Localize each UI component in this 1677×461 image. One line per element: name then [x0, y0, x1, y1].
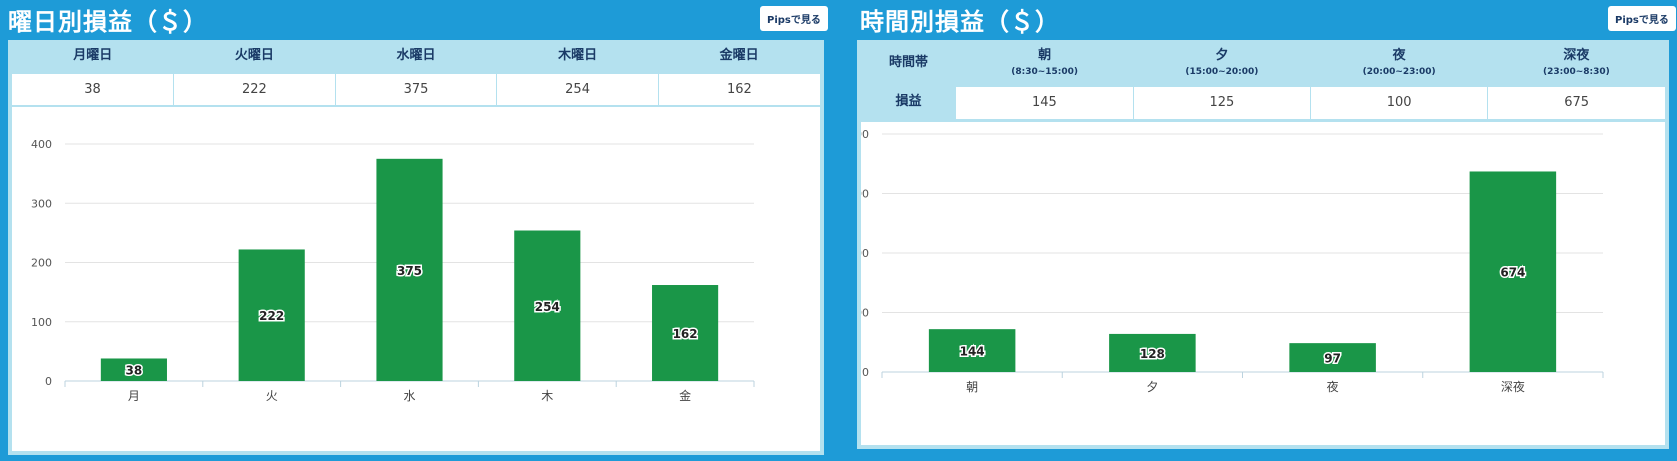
header-night: 夜 (20:00~23:00)	[1310, 40, 1488, 86]
header-night-range: (20:00~23:00)	[1362, 66, 1436, 77]
tod-y-tick-label: 600	[861, 188, 869, 201]
tod-data-label: 144	[960, 345, 985, 359]
tod-y-tick-label: 0	[862, 366, 869, 379]
value-latenight: 675	[1487, 85, 1665, 119]
day-of-week-panel: 曜日別損益（＄） Pipsで見る 月曜日 火曜日 水曜日 木曜日 金曜日 38 …	[0, 0, 830, 461]
header-tue: 火曜日	[173, 40, 336, 73]
day-of-week-chart: 0 100 200 300 400 38 月 222 火 375 水 254 木 162 金	[31, 138, 755, 403]
dow-category-label: 水	[403, 389, 415, 403]
header-evening-name: 夕	[1215, 47, 1229, 63]
value-tue: 222	[173, 72, 336, 105]
value-fri: 162	[657, 72, 820, 105]
dow-data-label: 375	[397, 264, 422, 278]
tod-y-tick-label: 200	[861, 307, 869, 320]
header-latenight-range: (23:00~8:30)	[1542, 66, 1610, 77]
header-wed: 水曜日	[335, 40, 497, 73]
header-thu: 木曜日	[496, 40, 659, 73]
dow-data-label: 222	[259, 309, 284, 323]
tod-category-label: 夕	[1146, 380, 1158, 394]
value-night: 100	[1309, 85, 1488, 119]
header-evening: 夕 (15:00~20:00)	[1133, 40, 1311, 86]
row-header-timeband: 時間帯	[861, 40, 956, 86]
day-of-week-card: 月曜日 火曜日 水曜日 木曜日 金曜日 38 222 375 254 162 0…	[8, 40, 824, 455]
tod-data-label: 128	[1140, 347, 1165, 361]
tod-bar	[1289, 343, 1376, 372]
value-evening: 125	[1132, 85, 1311, 119]
dow-data-label: 38	[126, 364, 143, 378]
day-of-week-table: 月曜日 火曜日 水曜日 木曜日 金曜日 38 222 375 254 162	[12, 40, 820, 105]
header-morning-name: 朝	[1038, 47, 1052, 63]
tod-data-label: 97	[1324, 352, 1341, 366]
time-of-day-card: 時間帯 朝 (8:30~15:00) 夕 (15:00~20:00) 夜 (20…	[848, 40, 1669, 449]
left-pips-button[interactable]: Pipsで見る	[760, 6, 828, 31]
tod-category-label: 夜	[1327, 379, 1339, 394]
header-latenight: 深夜 (23:00~8:30)	[1487, 40, 1665, 86]
day-of-week-chart-area: 0 100 200 300 400 38 月 222 火 375 水 254 木 162 金	[12, 107, 820, 451]
tod-y-tick-label: 400	[861, 247, 869, 260]
tod-bar	[1469, 171, 1557, 372]
dow-y-tick-label: 200	[31, 257, 52, 270]
dow-bar	[100, 358, 167, 381]
dow-category-label: 月	[128, 389, 140, 403]
header-latenight-name: 深夜	[1563, 47, 1590, 63]
dow-y-tick-label: 100	[31, 316, 52, 329]
day-of-week-title: 曜日別損益（＄）	[8, 8, 208, 36]
tod-y-tick-label: 800	[861, 128, 869, 141]
header-morning-range: (8:30~15:00)	[1011, 66, 1079, 77]
dow-bar	[652, 285, 719, 381]
tod-bar	[928, 329, 1016, 372]
header-mon: 月曜日	[12, 40, 174, 73]
time-of-day-table: 時間帯 朝 (8:30~15:00) 夕 (15:00~20:00) 夜 (20…	[861, 40, 1665, 119]
header-evening-range: (15:00~20:00)	[1185, 66, 1259, 77]
value-thu: 254	[496, 72, 659, 105]
header-night-name: 夜	[1392, 47, 1406, 63]
value-morning: 145	[956, 85, 1134, 119]
time-of-day-chart-area: 0 200 400 600 800 144 朝 128 夕 97 夜 674 深夜	[848, 122, 1665, 445]
time-of-day-title: 時間別損益（＄）	[860, 8, 1060, 36]
dow-data-label: 254	[535, 300, 560, 314]
tod-data-label: 674	[1500, 266, 1525, 280]
right-pips-button[interactable]: Pipsで見る	[1608, 6, 1676, 31]
header-fri: 金曜日	[658, 40, 820, 73]
time-of-day-panel: 時間別損益（＄） Pipsで見る 時間帯 朝 (8:30~15:00) 夕 (1…	[848, 0, 1677, 461]
dow-bar	[376, 158, 443, 381]
dow-bar	[514, 230, 581, 381]
header-morning: 朝 (8:30~15:00)	[956, 40, 1134, 86]
row-header-pnl: 損益	[861, 86, 956, 119]
dow-category-label: 木	[541, 389, 553, 403]
dow-data-label: 162	[673, 327, 698, 341]
dow-y-tick-label: 0	[45, 375, 52, 388]
time-of-day-chart: 0 200 400 600 800 144 朝 128 夕 97 夜 674 深夜	[848, 128, 1604, 394]
dow-y-tick-label: 400	[31, 138, 52, 151]
dow-bar	[238, 249, 305, 381]
dow-category-label: 火	[266, 389, 278, 403]
dow-category-label: 金	[679, 388, 691, 403]
tod-category-label: 深夜	[1501, 379, 1525, 394]
dow-y-tick-label: 300	[31, 197, 52, 210]
tod-bar	[1109, 333, 1196, 372]
tod-category-label: 朝	[966, 380, 978, 394]
value-mon: 38	[12, 72, 174, 105]
value-wed: 375	[334, 72, 497, 105]
